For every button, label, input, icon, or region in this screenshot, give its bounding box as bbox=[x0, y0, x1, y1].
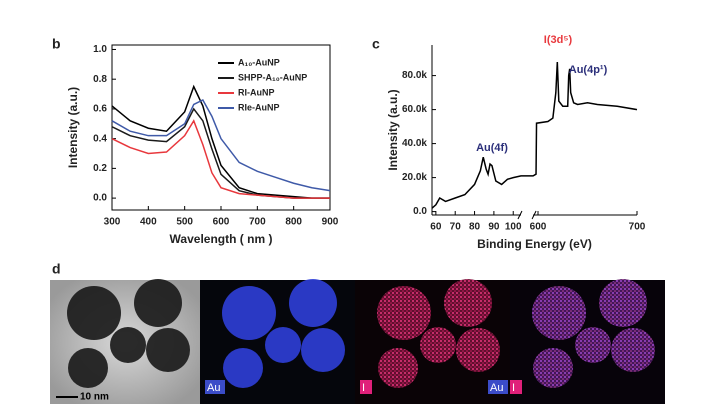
annotation: Au(4p¹) bbox=[569, 64, 608, 76]
x-axis-label: Wavelength ( nm ) bbox=[170, 232, 273, 246]
particle bbox=[599, 279, 647, 327]
particle bbox=[146, 328, 190, 372]
legend-label: RIe-AuNP bbox=[238, 102, 280, 112]
particle bbox=[378, 348, 418, 388]
series-line bbox=[111, 84, 330, 199]
map-tag: Au bbox=[207, 382, 220, 394]
series-line bbox=[111, 119, 330, 199]
particle bbox=[611, 328, 655, 372]
legend-label: SHPP-A₁₀-AuNP bbox=[238, 72, 307, 82]
map-tag-box bbox=[510, 380, 522, 394]
x-tick-label: 90 bbox=[488, 222, 500, 233]
x-tick-label: 500 bbox=[176, 217, 193, 228]
y-tick-label: 0.8 bbox=[93, 74, 107, 85]
legend-label: RI-AuNP bbox=[238, 87, 275, 97]
map-tag: I bbox=[512, 382, 515, 394]
y-axis-label: Intensity (a.u.) bbox=[386, 89, 400, 170]
x-tick-label: 700 bbox=[629, 222, 646, 233]
y-tick-label: 0.4 bbox=[93, 133, 107, 144]
particle bbox=[301, 328, 345, 372]
particle bbox=[289, 279, 337, 327]
x-tick-label: 600 bbox=[530, 222, 547, 233]
x-tick-label: 800 bbox=[285, 217, 302, 228]
particle bbox=[68, 348, 108, 388]
particle bbox=[110, 327, 146, 363]
x-tick-label: 700 bbox=[249, 217, 266, 228]
panel-label: c bbox=[372, 36, 380, 52]
map-tag-box bbox=[360, 380, 372, 394]
panel-label: b bbox=[52, 36, 61, 52]
y-tick-label: 0.6 bbox=[93, 104, 107, 115]
panel-d: d 10 nm Au I Au I bbox=[50, 261, 665, 404]
annotation: Au(4f) bbox=[476, 142, 508, 154]
x-tick-label: 60 bbox=[430, 222, 442, 233]
y-tick-label: 0.0 bbox=[93, 193, 107, 204]
x-tick-label: 900 bbox=[322, 217, 339, 228]
annotation: I(3d⁵) bbox=[544, 34, 573, 46]
x-tick-label: 70 bbox=[450, 222, 462, 233]
map-tag: I bbox=[362, 382, 365, 394]
y-tick-label: 60.0k bbox=[402, 104, 427, 115]
x-tick-label: 300 bbox=[104, 217, 121, 228]
axis-break bbox=[517, 210, 537, 220]
particle bbox=[420, 327, 456, 363]
x-tick-label: 100 bbox=[505, 222, 522, 233]
y-tick-label: 0.0 bbox=[413, 206, 427, 217]
particle bbox=[532, 286, 586, 340]
particle bbox=[67, 286, 121, 340]
y-tick-label: 80.0k bbox=[402, 70, 427, 81]
map-tag-box bbox=[488, 380, 508, 394]
particle bbox=[456, 328, 500, 372]
particle bbox=[134, 279, 182, 327]
x-tick-label: 600 bbox=[213, 217, 230, 228]
scale-bar-label: 10 nm bbox=[80, 392, 109, 403]
particle bbox=[377, 286, 431, 340]
particle bbox=[265, 327, 301, 363]
y-tick-label: 20.0k bbox=[402, 172, 427, 183]
y-tick-label: 0.2 bbox=[93, 163, 107, 174]
particle bbox=[444, 279, 492, 327]
map-tag: Au bbox=[490, 382, 503, 394]
y-tick-label: 1.0 bbox=[93, 44, 107, 55]
panel-label: d bbox=[52, 261, 61, 277]
x-tick-label: 400 bbox=[140, 217, 157, 228]
legend-label: A₁₀-AuNP bbox=[238, 57, 280, 67]
y-tick-label: 40.0k bbox=[402, 138, 427, 149]
particle bbox=[222, 286, 276, 340]
series-line bbox=[431, 61, 638, 209]
series-line bbox=[111, 99, 331, 192]
map-tag-box bbox=[205, 380, 225, 394]
particle bbox=[575, 327, 611, 363]
y-axis-label: Intensity (a.u.) bbox=[66, 87, 80, 168]
particle bbox=[223, 348, 263, 388]
x-tick-label: 80 bbox=[469, 222, 481, 233]
x-axis-label: Binding Energy (eV) bbox=[477, 237, 592, 251]
particle bbox=[533, 348, 573, 388]
